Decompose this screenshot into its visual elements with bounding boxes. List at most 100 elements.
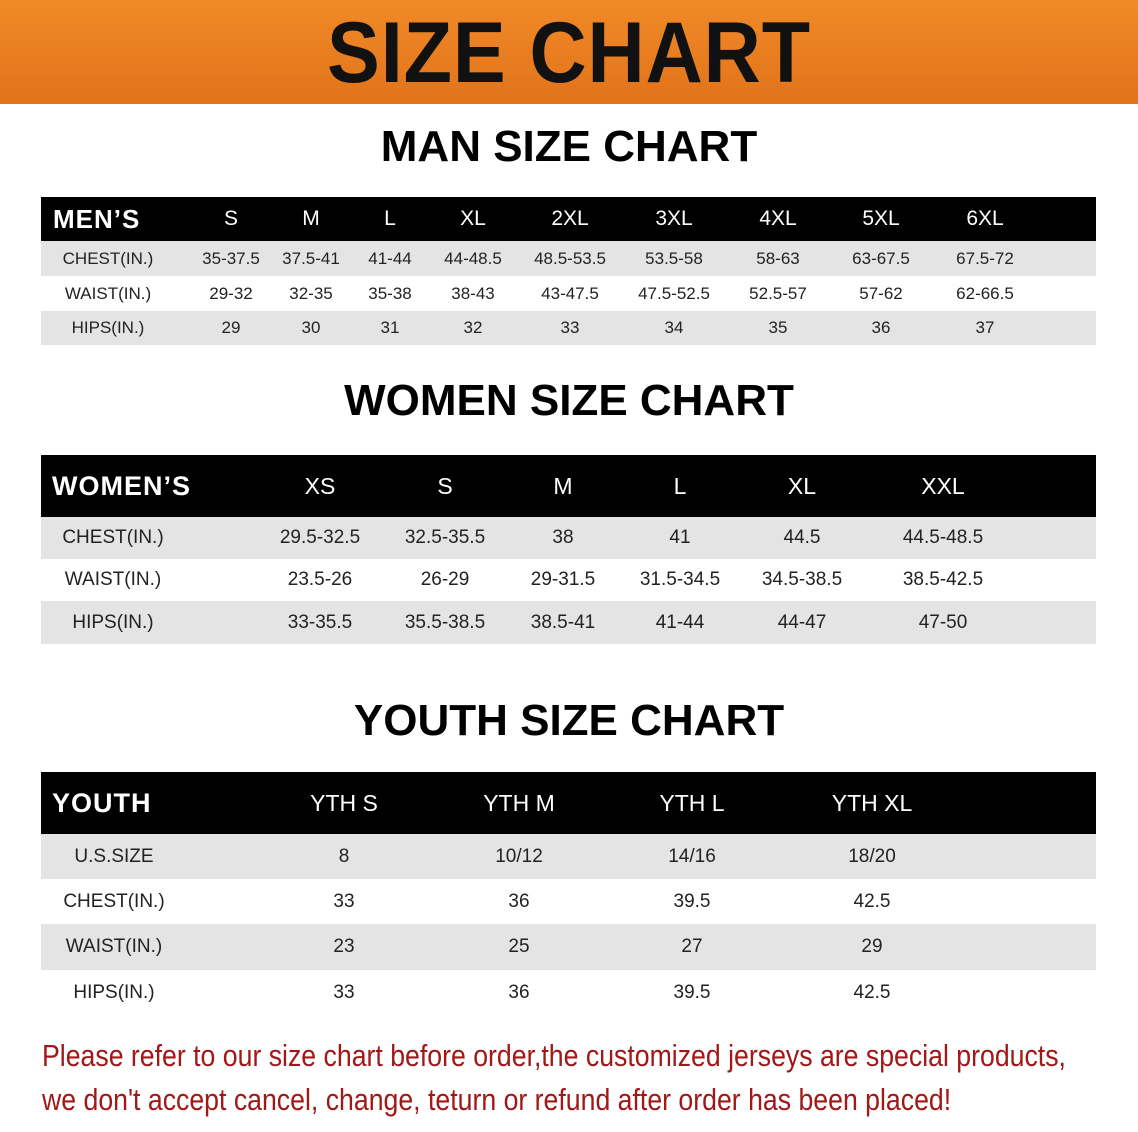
- header-label: YOUTH: [52, 787, 152, 818]
- table-cell: 31.5-34.5: [639, 569, 721, 590]
- row-label: WAIST(IN.): [64, 283, 152, 303]
- table-cell: 39.5: [673, 890, 711, 912]
- table-cell: 44-48.5: [444, 248, 502, 268]
- size-header: XL: [787, 472, 817, 499]
- header-label: MEN’S: [53, 203, 141, 234]
- size-header: YTH XL: [831, 789, 913, 816]
- size-header: 3XL: [655, 207, 693, 230]
- size-header: XL: [460, 207, 486, 230]
- table-cell: 35.5-38.5: [404, 611, 486, 633]
- women-section-title: WOMEN SIZE CHART: [344, 376, 794, 425]
- table-cell: 47.5-52.5: [638, 283, 710, 303]
- table-row: HIPS(IN.) 33-35.5 35.5-38.5 38.5-41 41-44 44-…: [41, 601, 1096, 644]
- table-row: HIPS(IN.) 33 36 39.5 42.5: [41, 970, 1096, 1015]
- table-row: WAIST(IN.) 23 25 27 29: [41, 924, 1096, 970]
- table-cell: 47-50: [918, 611, 968, 633]
- table-cell: 33-35.5: [287, 611, 353, 633]
- table-cell: 30: [301, 318, 321, 337]
- table-cell: 33: [333, 981, 355, 1003]
- table-cell: 38.5-41: [530, 611, 596, 633]
- table-cell: 29: [861, 936, 883, 957]
- table-cell: 42.5: [853, 890, 891, 912]
- size-header: 5XL: [862, 207, 900, 230]
- women-size-table: WOMEN’S XS S M L XL XXL CHEST(IN.) 29.5-32.5 32.5…: [41, 455, 1096, 644]
- size-header: L: [673, 472, 687, 499]
- notice-line-2: we don't accept cancel, change, teturn o…: [42, 1082, 952, 1117]
- table-cell: 41-44: [368, 248, 412, 268]
- table-cell: 23.5-26: [287, 569, 353, 590]
- youth-size-table: YOUTH YTH S YTH M YTH L YTH XL U.S.SIZE 8 10/12…: [41, 772, 1096, 1015]
- table-cell: 32: [463, 318, 483, 337]
- table-cell: 63-67.5: [852, 248, 910, 268]
- table-cell: 34.5-38.5: [761, 569, 843, 590]
- table-cell: 23: [333, 936, 355, 957]
- table-cell: 8: [338, 845, 350, 867]
- table-cell: 36: [871, 318, 891, 337]
- size-header: YTH M: [483, 789, 555, 816]
- row-label: HIPS(IN.): [71, 318, 145, 337]
- table-cell: 35-38: [368, 283, 412, 303]
- men-size-table: MEN’S S M L XL 2XL 3XL 4XL 5XL 6XL CHEST(IN.) 35-37…: [41, 197, 1096, 345]
- banner-title: SIZE CHART: [327, 5, 811, 101]
- table-cell: 33: [333, 890, 355, 912]
- table-cell: 26-29: [420, 569, 470, 590]
- table-cell: 44.5: [783, 527, 821, 548]
- table-cell: 29.5-32.5: [279, 527, 361, 548]
- header-label: WOMEN’S: [52, 470, 191, 501]
- table-cell: 36: [508, 890, 530, 912]
- row-label: WAIST(IN.): [65, 936, 163, 957]
- size-header: XS: [304, 472, 336, 499]
- table-cell: 33: [560, 318, 580, 337]
- notice-line-1: Please refer to our size chart before or…: [42, 1038, 1066, 1073]
- size-header: L: [384, 207, 396, 230]
- table-row: HIPS(IN.) 29 30 31 32 33 34 35 36 37: [41, 311, 1096, 345]
- row-label: HIPS(IN.): [73, 981, 155, 1003]
- banner: SIZE CHART: [0, 0, 1138, 104]
- table-cell: 42.5: [853, 981, 891, 1003]
- table-cell: 34: [664, 318, 684, 337]
- header-row: WOMEN’S XS S M L XL XXL: [41, 455, 1096, 517]
- table-row: U.S.SIZE 8 10/12 14/16 18/20: [41, 834, 1096, 879]
- table-row: WAIST(IN.) 29-32 32-35 35-38 38-43 43-47.5 47.…: [41, 276, 1096, 311]
- row-label: WAIST(IN.): [64, 569, 162, 590]
- table-cell: 38.5-42.5: [902, 569, 984, 590]
- table-cell: 39.5: [673, 981, 711, 1003]
- table-cell: 41-44: [655, 611, 705, 633]
- table-cell: 29: [221, 318, 241, 337]
- table-row: WAIST(IN.) 23.5-26 26-29 29-31.5 31.5-34.5 34…: [41, 559, 1096, 601]
- table-cell: 31: [380, 318, 400, 337]
- size-header: M: [553, 472, 573, 499]
- table-cell: 10/12: [495, 845, 543, 867]
- size-header: S: [223, 207, 238, 230]
- table-cell: 27: [681, 936, 703, 957]
- size-header: 2XL: [551, 207, 589, 230]
- table-cell: 44.5-48.5: [902, 527, 984, 548]
- size-header: 4XL: [759, 207, 797, 230]
- table-cell: 32.5-35.5: [404, 527, 486, 548]
- table-cell: 32-35: [289, 283, 333, 303]
- table-cell: 53.5-58: [645, 248, 703, 268]
- table-cell: 29-32: [209, 283, 253, 303]
- row-label: U.S.SIZE: [74, 845, 154, 867]
- table-cell: 18/20: [848, 845, 896, 867]
- table-cell: 37.5-41: [282, 248, 340, 268]
- table-cell: 67.5-72: [956, 248, 1014, 268]
- row-label: CHEST(IN.): [63, 890, 165, 912]
- table-cell: 38: [552, 527, 574, 548]
- table-cell: 52.5-57: [749, 283, 807, 303]
- table-cell: 14/16: [668, 845, 716, 867]
- table-cell: 29-31.5: [530, 569, 596, 590]
- size-header: 6XL: [966, 207, 1004, 230]
- table-cell: 35: [768, 318, 788, 337]
- table-cell: 43-47.5: [541, 283, 599, 303]
- table-cell: 62-66.5: [956, 283, 1014, 303]
- table-row: CHEST(IN.) 35-37.5 37.5-41 41-44 44-48.5 48.5…: [41, 241, 1096, 276]
- table-cell: 37: [975, 318, 995, 337]
- table-cell: 48.5-53.5: [534, 248, 606, 268]
- row-label: CHEST(IN.): [62, 527, 164, 548]
- table-cell: 44-47: [777, 611, 827, 633]
- table-cell: 36: [508, 981, 530, 1003]
- size-header: YTH L: [659, 789, 725, 816]
- table-cell: 41: [669, 527, 691, 548]
- table-row: CHEST(IN.) 33 36 39.5 42.5: [41, 879, 1096, 924]
